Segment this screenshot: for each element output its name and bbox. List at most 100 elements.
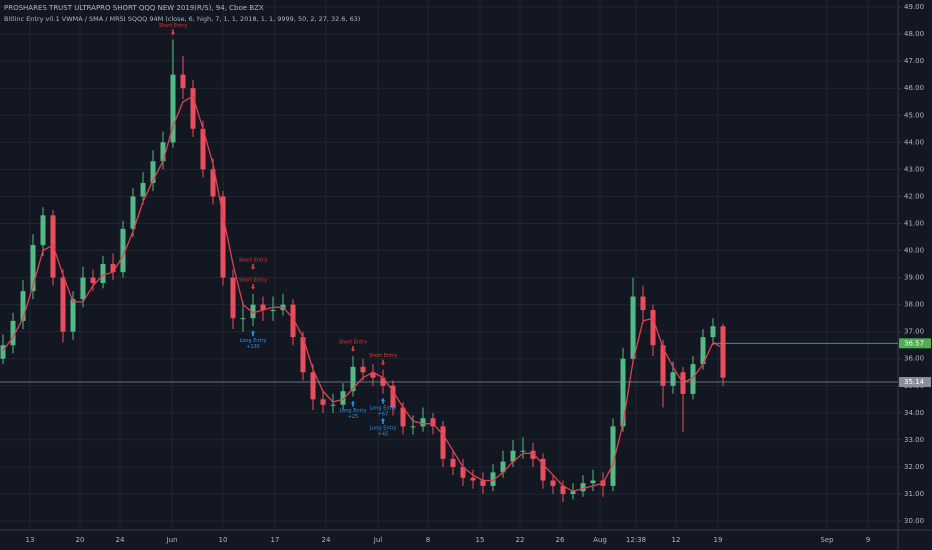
- candle-body: [690, 364, 696, 394]
- price-label-box: [899, 338, 931, 349]
- candle-body: [700, 337, 706, 365]
- candle-body: [390, 385, 396, 408]
- candle-body: [570, 491, 576, 495]
- candle-body: [440, 426, 446, 459]
- y-tick-label: 34.00: [904, 409, 924, 417]
- candle-body: [270, 310, 276, 312]
- annotation-label: Long Entry: [340, 408, 367, 414]
- candle-body: [60, 277, 66, 332]
- candle-body: [540, 458, 546, 481]
- x-tick-label: 17: [271, 536, 280, 544]
- short-arrow: [351, 346, 356, 353]
- candle-body: [520, 450, 526, 452]
- annotation-value: +67: [378, 411, 389, 417]
- short-arrow: [251, 283, 255, 290]
- x-tick-label: 12: [672, 536, 681, 544]
- long-arrow: [351, 400, 356, 407]
- candle-body: [530, 450, 536, 459]
- x-tick-label: 13: [26, 536, 35, 544]
- candle-body: [260, 304, 266, 311]
- annotation-label: Short Entry: [239, 257, 267, 263]
- candle-body: [460, 466, 466, 478]
- candle-body: [140, 182, 146, 197]
- long-arrow: [251, 330, 255, 337]
- y-tick-label: 48.00: [904, 30, 924, 38]
- candle-body: [290, 304, 296, 338]
- candle-body: [190, 88, 196, 129]
- candle-body: [430, 418, 436, 427]
- x-tick-label: 22: [516, 536, 525, 544]
- candle-body: [10, 320, 16, 346]
- y-tick-label: 45.00: [904, 111, 924, 119]
- annotation-label: Short Entry: [339, 340, 367, 346]
- candle-body: [660, 345, 666, 386]
- candle-body: [210, 169, 216, 197]
- x-tick-label: Sep: [820, 536, 834, 544]
- y-tick-label: 42.00: [904, 192, 924, 200]
- indicator-title: Bitlinc Entry v0.1 VWMA / SMA / MRSI SQQ…: [4, 15, 360, 23]
- candle-body: [360, 366, 366, 373]
- y-tick-label: 46.00: [904, 84, 924, 92]
- candle-body: [400, 407, 406, 427]
- candle-body: [40, 215, 46, 246]
- x-tick-label: 24: [116, 536, 125, 544]
- annotation-label: Short Entry: [159, 23, 187, 29]
- candle-body: [480, 480, 486, 486]
- y-tick-label: 41.00: [904, 219, 924, 227]
- candle-body: [450, 458, 456, 467]
- candle-body: [300, 337, 306, 373]
- candle-body: [720, 326, 726, 378]
- candle-body: [550, 480, 556, 486]
- candle-body: [80, 277, 86, 300]
- candle-body: [110, 264, 116, 273]
- y-tick-label: 36.00: [904, 355, 924, 363]
- long-arrow: [381, 417, 386, 424]
- annotation-label: Long Entry: [370, 405, 397, 411]
- candle-body: [120, 228, 126, 273]
- x-tick-label: Jun: [166, 536, 178, 544]
- short-arrow: [381, 359, 386, 366]
- candle-body: [160, 142, 166, 162]
- candle-body: [170, 74, 176, 143]
- y-tick-label: 32.00: [904, 463, 924, 471]
- annotation-label: Long Entry: [370, 425, 397, 431]
- plot: Short Entry Short Entry Short Entry Long En…: [0, 23, 726, 503]
- candle-body: [510, 450, 516, 462]
- candle-body: [340, 391, 346, 405]
- candle-body: [130, 196, 136, 229]
- candle-body: [410, 426, 416, 428]
- candle-body: [580, 483, 586, 492]
- candle-body: [420, 418, 426, 427]
- y-tick-label: 37.00: [904, 328, 924, 336]
- x-tick-label: 9: [866, 536, 870, 544]
- x-tick-label: 8: [426, 536, 430, 544]
- y-tick-label: 33.00: [904, 436, 924, 444]
- candle-body: [70, 299, 76, 332]
- x-tick-label: 10: [219, 536, 228, 544]
- y-tick-label: 39.00: [904, 274, 924, 282]
- y-tick-label: 31.00: [904, 490, 924, 498]
- y-tick-label: 40.00: [904, 247, 924, 255]
- candle-body: [150, 161, 156, 183]
- y-tick-label: 30.00: [904, 517, 924, 525]
- x-tick-label: 15: [476, 536, 485, 544]
- candle-body: [620, 358, 626, 427]
- candle-body: [90, 277, 96, 283]
- chart-title: PROSHARES TRUST ULTRAPRO SHORT QQQ NEW 2…: [4, 4, 264, 12]
- candle-body: [670, 372, 676, 386]
- y-tick-label: 49.00: [904, 3, 924, 11]
- y-tick-label: 44.00: [904, 138, 924, 146]
- candle-body: [220, 196, 226, 278]
- candle-body: [500, 461, 506, 473]
- x-tick-label: 12:38: [626, 536, 646, 544]
- candle-body: [330, 404, 336, 406]
- moving-average-line: [2, 95, 724, 492]
- candle-body: [350, 366, 356, 392]
- candle-body: [630, 296, 636, 359]
- annotation-label: Short Entry: [239, 277, 267, 283]
- short-arrow: [251, 263, 255, 270]
- price-label: 35.14: [904, 378, 925, 386]
- x-tick-label: 20: [76, 536, 85, 544]
